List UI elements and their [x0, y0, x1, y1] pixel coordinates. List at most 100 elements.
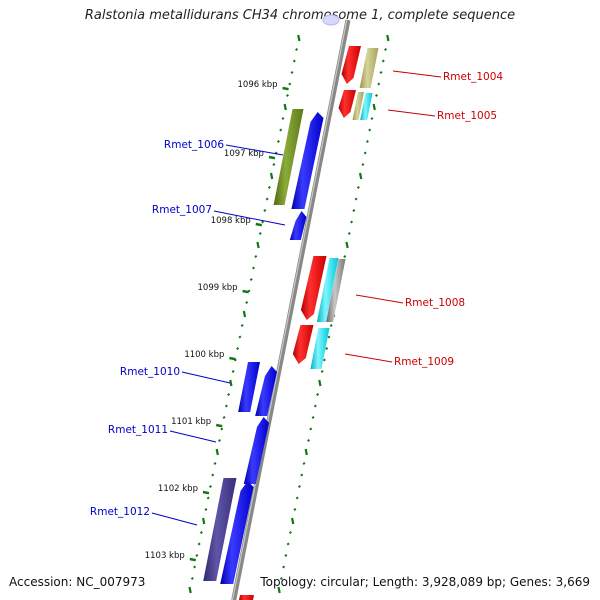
track-tick — [254, 255, 258, 258]
track-tick — [316, 393, 320, 396]
gene-leader-line — [355, 294, 404, 304]
gene-feature-rmet-1005-b[interactable] — [360, 93, 373, 120]
track-tick — [354, 197, 358, 201]
track-tick — [318, 379, 322, 387]
gene-label-rmet-1012[interactable]: Rmet_1012 — [90, 506, 150, 518]
track-tick — [290, 71, 294, 74]
track-tick — [206, 496, 210, 500]
track-tick — [193, 565, 197, 569]
chromosome-backbone-highlight — [231, 19, 348, 600]
gene-arrow-rmet-1004[interactable] — [341, 46, 361, 84]
gene-leader-line — [169, 430, 217, 443]
gene-feature-rmet-1008-b[interactable] — [326, 259, 346, 322]
track-tick — [297, 485, 301, 488]
track-tick — [286, 542, 290, 546]
track-tick — [345, 241, 349, 249]
track-tick — [220, 427, 224, 431]
track-tick — [313, 404, 317, 408]
track-tick — [350, 220, 354, 224]
track-tick — [282, 565, 286, 569]
gene-arrow-offscreen[interactable] — [239, 595, 254, 600]
track-tick — [288, 82, 292, 86]
track-tick — [363, 151, 367, 155]
track-tick — [297, 34, 301, 42]
track-tick — [307, 439, 311, 442]
track-tick — [381, 59, 385, 63]
track-tick — [302, 462, 306, 465]
track-tick — [343, 255, 347, 258]
gene-label-rmet-1010[interactable]: Rmet_1010 — [120, 366, 180, 378]
gene-label-rmet-1004[interactable]: Rmet_1004 — [443, 71, 503, 83]
track-tick — [229, 379, 233, 387]
track-tick — [284, 554, 288, 557]
map-title: Ralstonia metallidurans CH34 chromosome … — [84, 8, 516, 23]
track-tick — [208, 485, 212, 488]
ruler-major-tick — [282, 86, 289, 91]
gene-label-rmet-1006[interactable]: Rmet_1006 — [164, 139, 224, 151]
ruler-major-tick — [202, 490, 210, 495]
gene-leader-line — [213, 210, 286, 226]
gene-feature-rmet-1008-a[interactable] — [316, 258, 339, 322]
ruler-major-tick — [189, 557, 197, 562]
gene-arrow-rmet-1010-a[interactable] — [238, 362, 260, 412]
ruler-label: 1097 kbp — [224, 149, 264, 159]
track-tick — [249, 278, 253, 281]
track-tick — [240, 324, 244, 327]
gene-feature-rmet-1006[interactable] — [273, 109, 304, 205]
gene-feature-rmet-1005-a[interactable] — [352, 92, 364, 120]
track-tick — [379, 71, 383, 74]
ruler-label: 1103 kbp — [145, 551, 185, 561]
track-tick — [358, 172, 363, 180]
ruler-label: 1100 kbp — [184, 350, 224, 360]
track-tick — [300, 473, 304, 477]
track-tick — [242, 310, 247, 318]
chromosome-backbone — [231, 19, 351, 600]
gene-label-rmet-1011[interactable]: Rmet_1011 — [108, 424, 168, 436]
gene-arrow-rmet-1005[interactable] — [338, 90, 356, 118]
gene-arrow-rmet-1011[interactable] — [243, 417, 269, 484]
track-tick — [236, 347, 240, 350]
gene-arrow-rmet-1007[interactable] — [289, 211, 307, 240]
track-tick — [252, 266, 255, 270]
track-tick — [188, 586, 192, 594]
track-tick — [327, 335, 331, 339]
track-tick — [195, 554, 199, 557]
gene-label-rmet-1008[interactable]: Rmet_1008 — [405, 297, 465, 309]
accession-text: Accession: NC_007973 — [9, 575, 146, 589]
ruler-major-tick — [229, 356, 236, 361]
track-tick — [325, 347, 329, 350]
gene-arrow-rmet-1009[interactable] — [292, 325, 314, 364]
gene-arrow-rmet-1012[interactable] — [220, 481, 254, 584]
track-tick — [201, 517, 206, 525]
track-tick — [279, 128, 283, 132]
gene-label-rmet-1009[interactable]: Rmet_1009 — [394, 356, 454, 368]
track-tick — [304, 448, 308, 456]
track-tick — [197, 542, 201, 546]
gene-arrow-rmet-1006[interactable] — [291, 112, 324, 209]
ruler-major-tick — [215, 423, 223, 428]
gene-feature-rmet-1004[interactable] — [359, 48, 379, 88]
track-tick — [356, 186, 360, 189]
gene-label-rmet-1007[interactable]: Rmet_1007 — [152, 204, 212, 216]
track-tick — [276, 140, 280, 143]
ruler-major-tick — [268, 155, 276, 160]
track-tick — [368, 128, 372, 132]
ruler-label: 1098 kbp — [211, 216, 251, 226]
track-tick — [227, 393, 231, 396]
label-layer: 1096 kbp 1097 kbp 1098 kbp 1099 kbp 1100 kbp… — [90, 70, 503, 562]
genome-summary-text: Topology: circular; Length: 3,928,089 bp… — [260, 575, 590, 589]
track-tick — [247, 289, 251, 293]
track-tick — [288, 531, 292, 534]
track-tick — [265, 197, 269, 201]
track-tick — [293, 508, 297, 511]
track-tick — [261, 220, 265, 224]
gene-label-rmet-1005[interactable]: Rmet_1005 — [437, 110, 497, 122]
gene-feature-rmet-1012[interactable] — [203, 478, 237, 581]
gene-leader-line — [225, 144, 284, 156]
track-tick — [279, 577, 283, 580]
gene-feature-rmet-1009[interactable] — [310, 328, 330, 369]
gene-arrow-rmet-1010-b[interactable] — [255, 366, 277, 416]
gene-leader-line — [344, 353, 393, 363]
track-tick — [245, 301, 249, 304]
gene-arrow-rmet-1008[interactable] — [300, 256, 327, 320]
